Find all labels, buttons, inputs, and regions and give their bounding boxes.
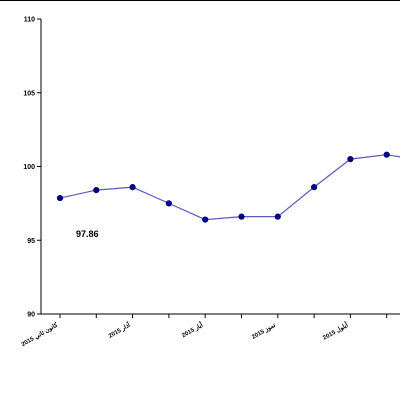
x-tick-label: تموز 2015 bbox=[251, 322, 277, 340]
x-tick-label: كانون ثاني 2015 bbox=[20, 322, 59, 348]
series-group bbox=[56, 151, 400, 223]
x-ticks: كانون ثاني 2015 آذار 2015 أيار 2015 تموز 20… bbox=[20, 314, 388, 348]
data-point bbox=[93, 187, 100, 194]
data-point bbox=[129, 184, 136, 191]
top-border-line bbox=[0, 0, 400, 1]
y-tick-label: 105 bbox=[23, 90, 35, 97]
data-point bbox=[347, 156, 354, 163]
axes bbox=[40, 19, 400, 315]
y-tick-label: 95 bbox=[27, 238, 35, 245]
annotations: 97.86 bbox=[76, 229, 99, 239]
x-tick-label: أيلول 2015 bbox=[321, 320, 350, 342]
data-point bbox=[202, 216, 209, 223]
data-point bbox=[383, 151, 390, 158]
data-point bbox=[311, 184, 318, 191]
x-tick-label: أيار 2015 bbox=[180, 320, 205, 340]
x-tick-label: آذار 2015 bbox=[107, 320, 133, 340]
series-line bbox=[59, 154, 400, 221]
data-point bbox=[274, 213, 281, 220]
data-point bbox=[238, 213, 245, 220]
data-point bbox=[56, 194, 64, 202]
value-annotation: 97.86 bbox=[76, 229, 99, 239]
data-point bbox=[165, 200, 172, 207]
y-ticks: 90 95 100 105 110 bbox=[23, 17, 41, 319]
y-tick-label: 110 bbox=[24, 17, 35, 24]
y-tick-label: 100 bbox=[23, 164, 35, 171]
y-tick-label: 90 bbox=[27, 312, 35, 319]
